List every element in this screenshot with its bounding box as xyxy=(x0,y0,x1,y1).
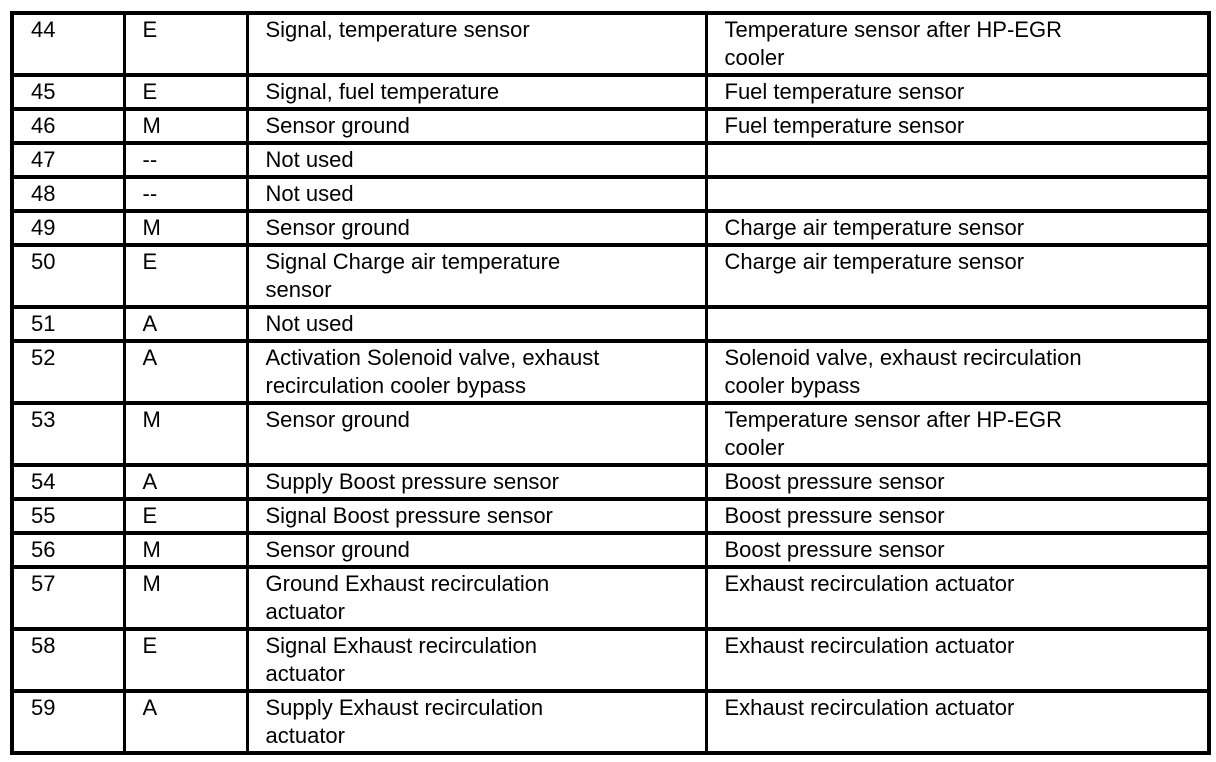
component-cell: Boost pressure sensor xyxy=(704,463,1211,501)
table-row: 50 E Signal Charge air temperature senso… xyxy=(10,243,1211,309)
signal-description-cell: Sensor ground xyxy=(245,107,708,145)
signal-description-cell: Supply Exhaust recirculation actuator xyxy=(245,689,708,755)
signal-description-cell: Signal, temperature sensor xyxy=(245,11,708,77)
signal-description-cell: Sensor ground xyxy=(245,209,708,247)
table-row: 58 E Signal Exhaust recirculation actuat… xyxy=(10,627,1211,693)
pin-number-cell: 47 xyxy=(10,141,126,179)
pin-type-cell: -- xyxy=(122,175,249,213)
pin-type-cell: M xyxy=(122,401,249,467)
pin-type-cell: E xyxy=(122,243,249,309)
pin-number-cell: 54 xyxy=(10,463,126,501)
pin-number-cell: 45 xyxy=(10,73,126,111)
table-row: 46 M Sensor ground Fuel temperature sens… xyxy=(10,107,1211,145)
component-cell xyxy=(704,175,1211,213)
signal-description-cell: Supply Boost pressure sensor xyxy=(245,463,708,501)
component-cell: Fuel temperature sensor xyxy=(704,73,1211,111)
component-cell: Fuel temperature sensor xyxy=(704,107,1211,145)
table-row: 55 E Signal Boost pressure sensor Boost … xyxy=(10,497,1211,535)
pin-type-cell: M xyxy=(122,565,249,631)
pin-assignment-table: 44 E Signal, temperature sensor Temperat… xyxy=(10,11,1211,755)
component-cell: Temperature sensor after HP-EGR cooler xyxy=(704,401,1211,467)
pin-number-cell: 56 xyxy=(10,531,126,569)
component-cell: Solenoid valve, exhaust recirculation co… xyxy=(704,339,1211,405)
pin-type-cell: E xyxy=(122,627,249,693)
table-row: 51 A Not used xyxy=(10,305,1211,343)
table-row: 52 A Activation Solenoid valve, exhaust … xyxy=(10,339,1211,405)
signal-description-cell: Signal Boost pressure sensor xyxy=(245,497,708,535)
pin-number-cell: 53 xyxy=(10,401,126,467)
table-row: 57 M Ground Exhaust recirculation actuat… xyxy=(10,565,1211,631)
pin-number-cell: 44 xyxy=(10,11,126,77)
pin-type-cell: M xyxy=(122,107,249,145)
signal-description-cell: Signal Charge air temperature sensor xyxy=(245,243,708,309)
signal-description-cell: Sensor ground xyxy=(245,531,708,569)
signal-description-cell: Sensor ground xyxy=(245,401,708,467)
signal-description-cell: Not used xyxy=(245,141,708,179)
component-cell: Exhaust recirculation actuator xyxy=(704,565,1211,631)
signal-description-cell: Signal, fuel temperature xyxy=(245,73,708,111)
pin-table-body: 44 E Signal, temperature sensor Temperat… xyxy=(10,11,1211,755)
signal-description-cell: Ground Exhaust recirculation actuator xyxy=(245,565,708,631)
pin-type-cell: E xyxy=(122,73,249,111)
pin-type-cell: A xyxy=(122,463,249,501)
component-cell xyxy=(704,305,1211,343)
pin-type-cell: -- xyxy=(122,141,249,179)
pin-type-cell: M xyxy=(122,531,249,569)
component-cell: Charge air temperature sensor xyxy=(704,209,1211,247)
pin-number-cell: 51 xyxy=(10,305,126,343)
table-row: 45 E Signal, fuel temperature Fuel tempe… xyxy=(10,73,1211,111)
pin-type-cell: A xyxy=(122,689,249,755)
component-cell: Exhaust recirculation actuator xyxy=(704,627,1211,693)
component-cell: Charge air temperature sensor xyxy=(704,243,1211,309)
pin-type-cell: A xyxy=(122,339,249,405)
component-cell: Boost pressure sensor xyxy=(704,531,1211,569)
table-row: 54 A Supply Boost pressure sensor Boost … xyxy=(10,463,1211,501)
document-page: 44 E Signal, temperature sensor Temperat… xyxy=(10,11,1211,755)
component-cell: Temperature sensor after HP-EGR cooler xyxy=(704,11,1211,77)
pin-number-cell: 59 xyxy=(10,689,126,755)
pin-number-cell: 50 xyxy=(10,243,126,309)
signal-description-cell: Signal Exhaust recirculation actuator xyxy=(245,627,708,693)
signal-description-cell: Activation Solenoid valve, exhaust recir… xyxy=(245,339,708,405)
component-cell: Exhaust recirculation actuator xyxy=(704,689,1211,755)
table-row: 56 M Sensor ground Boost pressure sensor xyxy=(10,531,1211,569)
pin-number-cell: 48 xyxy=(10,175,126,213)
pin-type-cell: E xyxy=(122,497,249,535)
pin-number-cell: 52 xyxy=(10,339,126,405)
pin-type-cell: M xyxy=(122,209,249,247)
table-row: 47 -- Not used xyxy=(10,141,1211,179)
pin-number-cell: 58 xyxy=(10,627,126,693)
component-cell xyxy=(704,141,1211,179)
pin-number-cell: 55 xyxy=(10,497,126,535)
table-row: 49 M Sensor ground Charge air temperatur… xyxy=(10,209,1211,247)
component-cell: Boost pressure sensor xyxy=(704,497,1211,535)
signal-description-cell: Not used xyxy=(245,305,708,343)
table-row: 53 M Sensor ground Temperature sensor af… xyxy=(10,401,1211,467)
table-row: 48 -- Not used xyxy=(10,175,1211,213)
pin-type-cell: E xyxy=(122,11,249,77)
pin-number-cell: 57 xyxy=(10,565,126,631)
signal-description-cell: Not used xyxy=(245,175,708,213)
table-row: 59 A Supply Exhaust recirculation actuat… xyxy=(10,689,1211,755)
table-row: 44 E Signal, temperature sensor Temperat… xyxy=(10,11,1211,77)
pin-number-cell: 46 xyxy=(10,107,126,145)
pin-number-cell: 49 xyxy=(10,209,126,247)
pin-type-cell: A xyxy=(122,305,249,343)
